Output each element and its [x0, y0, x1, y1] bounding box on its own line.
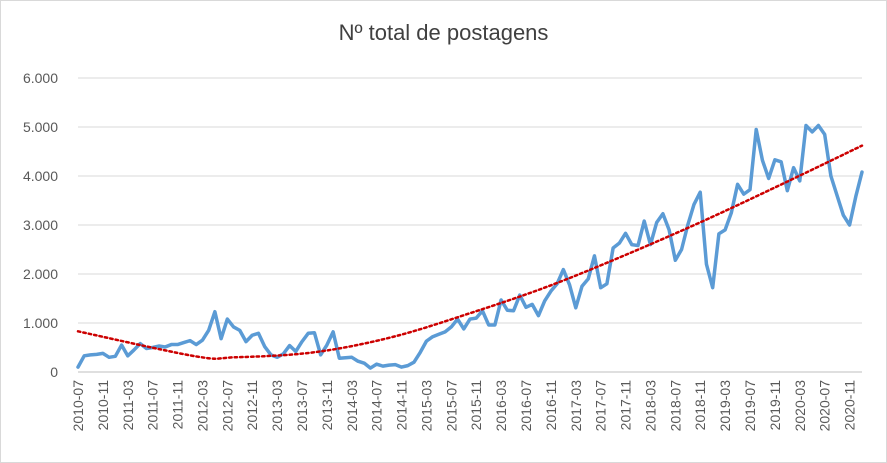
- x-tick-label: 2020-03: [792, 380, 808, 432]
- gridlines: [78, 77, 862, 373]
- x-tick-label: 2013-03: [269, 380, 285, 432]
- x-tick-label: 2015-11: [468, 380, 484, 431]
- y-tick-label: 1.000: [23, 315, 58, 331]
- x-tick-labels: 2010-07 2010-11 2011-03 2011-07 2011-11 2012-…: [70, 380, 858, 432]
- y-tick-label: 2.000: [23, 266, 58, 282]
- y-tick-label: 5.000: [23, 119, 58, 135]
- x-tick-label: 2016-07: [518, 380, 534, 432]
- x-tick-label: 2020-07: [817, 380, 833, 432]
- series-line-postagens: [76, 123, 864, 370]
- x-tick-label: 2018-07: [667, 380, 683, 432]
- x-tick-label: 2012-11: [244, 380, 260, 431]
- x-tick-label: 2011-07: [145, 380, 161, 431]
- y-tick-label: 4.000: [23, 168, 58, 184]
- x-tick-label: 2016-03: [493, 380, 509, 432]
- x-tick-label: 2011-03: [120, 380, 136, 431]
- y-tick-label: 6.000: [23, 70, 58, 86]
- x-tick-label: 2012-07: [219, 380, 235, 432]
- x-tick-label: 2011-11: [170, 380, 186, 430]
- x-tick-label: 2010-07: [70, 380, 86, 432]
- x-tick-label: 2019-07: [742, 380, 758, 432]
- y-tick-labels: 0 1.000 2.000 3.000 4.000 5.000 6.000: [23, 70, 58, 380]
- x-tick-label: 2017-03: [568, 380, 584, 432]
- series-lines: [76, 123, 864, 370]
- x-tick-label: 2018-03: [642, 380, 658, 432]
- x-tick-label: 2014-11: [394, 380, 410, 431]
- x-tick-label: 2016-11: [543, 380, 559, 431]
- x-tick-label: 2014-03: [344, 380, 360, 432]
- x-tick-label: 2013-07: [294, 380, 310, 432]
- x-tick-label: 2019-11: [767, 380, 783, 431]
- x-tick-label: 2010-11: [95, 380, 111, 431]
- x-tick-label: 2019-03: [717, 380, 733, 432]
- x-tick-label: 2014-07: [369, 380, 385, 432]
- x-tick-label: 2017-11: [618, 380, 634, 431]
- y-tick-label: 3.000: [23, 217, 58, 233]
- x-tick-label: 2017-07: [593, 380, 609, 432]
- x-tick-label: 2020-11: [842, 380, 858, 431]
- x-tick-label: 2018-11: [692, 380, 708, 431]
- x-tick-label: 2015-07: [443, 380, 459, 432]
- x-tick-label: 2012-03: [194, 380, 210, 432]
- y-tick-label: 0: [50, 364, 58, 380]
- trendline: [76, 144, 864, 360]
- x-tick-label: 2013-11: [319, 380, 335, 431]
- chart-title: Nº total de postagens: [338, 20, 549, 45]
- x-tick-label: 2015-03: [418, 380, 434, 432]
